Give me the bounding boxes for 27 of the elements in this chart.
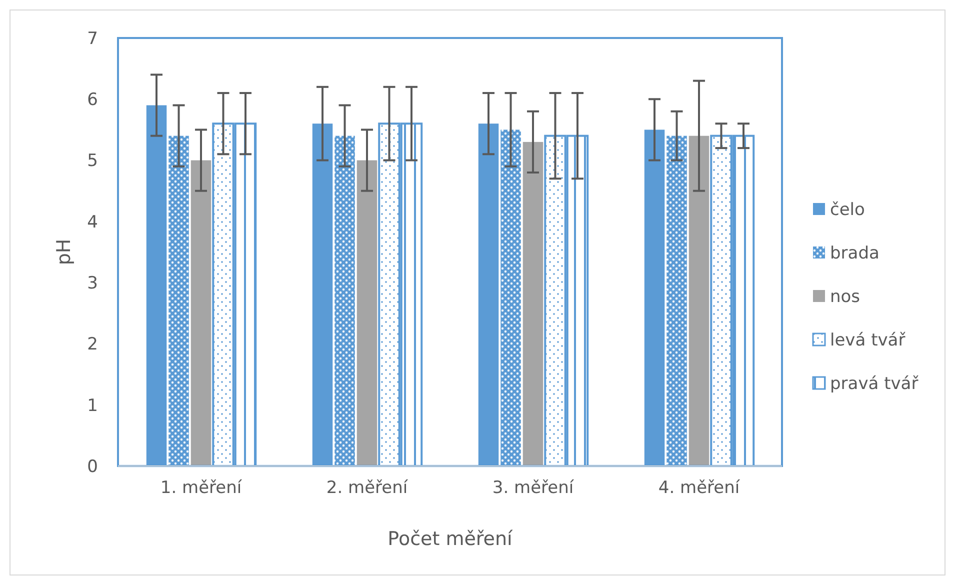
y-tick-label: 7 — [87, 28, 98, 49]
legend-label: čelo — [830, 200, 865, 220]
bar — [190, 160, 212, 466]
y-tick-label: 0 — [87, 456, 98, 477]
y-tick-label: 6 — [87, 90, 98, 110]
bar — [334, 136, 355, 466]
bar — [168, 136, 189, 466]
x-tick-label: 1. měření — [160, 478, 243, 498]
x-tick-label: 2. měření — [326, 478, 409, 498]
y-tick-label: 3 — [87, 274, 98, 294]
bar — [356, 160, 378, 466]
y-tick-label: 2 — [87, 334, 98, 355]
legend-label: levá tvář — [830, 330, 906, 350]
y-tick-label: 1 — [87, 396, 98, 416]
bar — [500, 130, 521, 466]
x-tick-label: 4. měření — [658, 478, 741, 498]
bar — [522, 142, 544, 466]
x-axis-title: Počet měření — [388, 528, 514, 550]
y-tick-label: 4 — [87, 212, 98, 232]
bar — [688, 136, 710, 466]
x-tick-label: 3. měření — [492, 478, 575, 498]
legend-label: brada — [830, 243, 880, 264]
legend-label: nos — [830, 286, 860, 307]
y-tick-label: 5 — [87, 151, 98, 172]
bar — [666, 136, 687, 466]
y-axis-title: pH — [53, 238, 75, 266]
legend-label: pravá tvář — [830, 374, 920, 394]
